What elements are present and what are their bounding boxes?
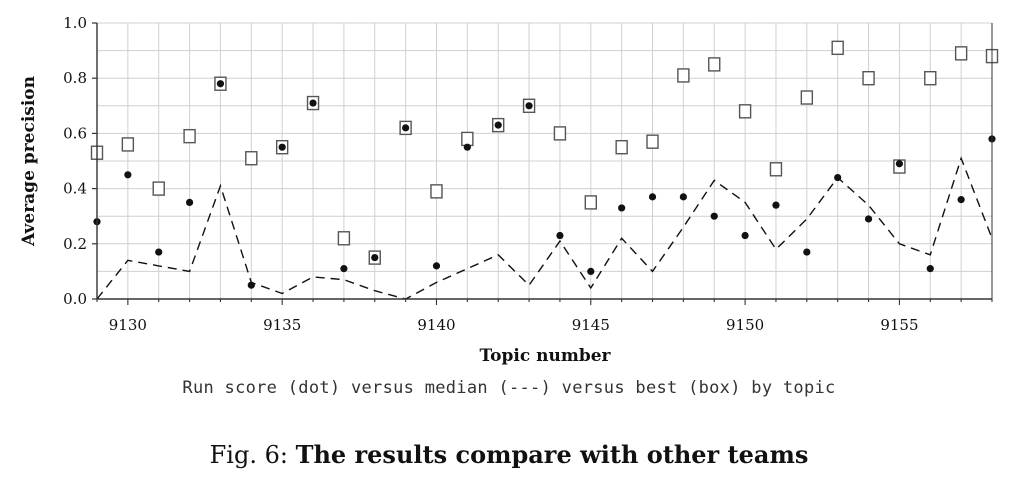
best-box [954,46,968,61]
run-score-dot [340,265,348,273]
run-score-dot [432,262,441,270]
y-tick-label: 0.8 [63,69,87,87]
run-score-dot [587,267,595,275]
run-score-dot [926,265,934,273]
run-score-dot [803,248,811,256]
x-tick-label: 9140 [417,316,455,334]
best-box [461,131,474,147]
chart: 0.0 0.2 0.4 0.6 0.8 1.0 9130 9135 9140 9145 9150 91… [19,14,999,366]
run-score-dot [278,143,286,151]
run-score-dot [402,124,410,132]
best-box [553,126,567,141]
best-box [708,57,721,72]
figure-caption: Fig. 6: The results compare with other t… [0,440,1018,469]
run-score-dot [710,212,718,220]
run-score-dot [679,193,687,201]
run-score-dot [463,143,471,151]
tick-labels: 0.0 0.2 0.4 0.6 0.8 1.0 9130 9135 9140 9145 9150 91… [63,14,918,334]
best-box [800,90,814,105]
best-box [615,139,628,155]
median-line [96,156,993,300]
run-score-dot [247,281,255,289]
grid [96,22,993,300]
best-box [924,70,937,86]
y-tick-label: 0.0 [63,290,87,308]
best-box [152,181,165,196]
run-score-dot [556,231,564,240]
best-box [677,68,690,83]
run-score-dot [772,201,780,209]
y-axis-label: Average precision [19,76,39,247]
best-box [121,137,135,152]
x-tick-label: 9145 [572,316,610,334]
run-score-dot [155,248,163,256]
best-box [183,128,196,144]
run-score-dot [895,160,904,168]
best-box [337,231,351,246]
run-score-dot [525,102,533,110]
run-score-dot [648,193,657,201]
run-score-dot [864,215,873,223]
best-box [831,40,844,56]
y-tick-label: 0.6 [63,124,87,142]
best-box [769,162,783,177]
caption-prefix: Fig. 6: [209,441,288,469]
chart-subtitle: Run score (dot) versus median (---) vers… [182,378,836,398]
run-score-dot [957,196,965,204]
run-score-dot [834,173,842,182]
run-score-dot [185,198,194,206]
best-box [245,151,258,166]
run-score-dot [618,204,626,212]
run-score-dot [216,80,225,88]
run-score-dot [371,254,379,262]
x-tick-label: 9150 [726,316,764,334]
y-tick-label: 0.4 [63,180,87,198]
marks [90,40,999,289]
x-axis-label: Topic number [479,346,611,366]
x-tick-label: 9135 [263,316,301,334]
axes [92,22,993,305]
caption-title: The results compare with other teams [295,440,809,469]
best-box [738,104,752,119]
y-tick-label: 1.0 [63,14,87,32]
run-score-dot [309,99,317,107]
best-box [862,70,875,86]
run-score-dot [494,121,502,129]
run-score-dot [124,171,132,179]
median-series [96,156,993,300]
x-tick-label: 9130 [109,316,147,334]
best-box [584,195,597,210]
run-score-dot [741,231,749,240]
y-tick-label: 0.2 [63,235,87,253]
best-box [646,134,659,149]
best-box [430,184,443,199]
x-tick-label: 9155 [880,316,918,334]
